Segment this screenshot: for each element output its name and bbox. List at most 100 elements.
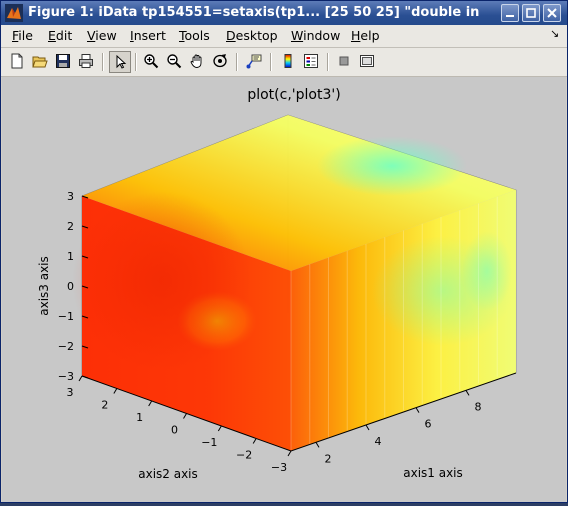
x-tick-mark	[315, 442, 320, 448]
menu-tools[interactable]: Tools	[179, 28, 210, 43]
x-tick-mark	[415, 407, 420, 413]
z-axis-label: axis3 axis	[37, 256, 51, 316]
x-tick-label: 4	[375, 435, 382, 448]
title-bar[interactable]: Figure 1: iData tp154551=setaxis(tp1... …	[1, 1, 567, 25]
y-tick-label: 2	[101, 399, 108, 412]
figure-toolbar	[1, 48, 567, 77]
maximize-button[interactable]	[522, 4, 540, 22]
zoom-out-icon	[167, 54, 182, 69]
maximize-icon	[526, 8, 536, 18]
menu-edit[interactable]: Edit	[48, 28, 73, 43]
z-tick-mark	[81, 315, 89, 319]
volume-scatter	[72, 115, 516, 451]
insert-colorbar-button[interactable]	[278, 51, 300, 73]
toolbar-separator	[327, 53, 329, 71]
open-file-button[interactable]	[30, 51, 52, 73]
y-tick-label: 0	[171, 424, 178, 437]
menu-window[interactable]: Window	[291, 28, 341, 43]
floppy-disk-icon	[56, 54, 70, 68]
plot-axes[interactable]: 3 2 1 0 −1 −2 −3 3 2 1 0 −1 −2 −3 2 4 6 8 plot(c,'plot3…	[2, 77, 566, 502]
zoom-in-icon	[144, 54, 159, 69]
close-button[interactable]	[543, 4, 561, 22]
menu-file[interactable]: File	[12, 28, 33, 43]
z-tick-label: −3	[58, 370, 74, 383]
close-icon	[547, 8, 557, 18]
z-tick-mark	[81, 285, 89, 289]
toolbar-separator	[135, 53, 137, 71]
y-tick-label: 3	[67, 386, 74, 399]
y-tick-mark	[287, 450, 292, 457]
hide-plot-tools-button[interactable]	[334, 51, 356, 73]
show-plot-tools-icon	[360, 55, 374, 67]
print-figure-button[interactable]	[76, 51, 98, 73]
z-tick-mark	[81, 375, 89, 379]
z-tick-mark	[81, 345, 89, 349]
x-tick-label: 2	[325, 452, 332, 465]
y-tick-label: −1	[201, 436, 217, 449]
z-tick-label: −2	[58, 340, 74, 353]
y-tick-mark	[78, 375, 83, 382]
z-tick-label: 1	[67, 250, 74, 263]
rotate-3d-icon	[213, 54, 227, 68]
printer-icon	[79, 54, 93, 68]
z-tick-mark	[81, 225, 89, 229]
pan-button[interactable]	[187, 51, 209, 73]
rotate-3d-button[interactable]	[210, 51, 232, 73]
y-tick-label: 1	[136, 411, 143, 424]
x-axis-ticks: 2 4 6 8	[315, 390, 482, 465]
y-tick-mark	[113, 388, 118, 394]
hide-plot-tools-icon	[339, 56, 349, 66]
x-tick-label: 6	[425, 418, 432, 431]
legend-icon	[304, 54, 318, 68]
hand-pan-icon	[190, 54, 202, 68]
show-plot-tools-button[interactable]	[357, 51, 379, 73]
save-figure-button[interactable]	[53, 51, 75, 73]
y-tick-mark	[183, 413, 187, 419]
figure-canvas[interactable]: 3 2 1 0 −1 −2 −3 3 2 1 0 −1 −2 −3 2 4 6 8 plot(c,'plot3…	[2, 77, 566, 502]
x-axis-label: axis1 axis	[403, 466, 463, 480]
y-axis-label: axis2 axis	[138, 467, 198, 481]
z-tick-label: 2	[67, 220, 74, 233]
pointer-arrow-icon	[116, 54, 127, 69]
colorbar-icon	[284, 54, 292, 68]
zoom-in-button[interactable]	[141, 51, 163, 73]
matlab-logo-icon	[5, 4, 23, 22]
data-cursor-icon	[246, 54, 262, 69]
window-title: Figure 1: iData tp154551=setaxis(tp1... …	[28, 5, 480, 20]
z-tick-label: −1	[58, 310, 74, 323]
menu-view[interactable]: View	[87, 28, 117, 43]
x-tick-label: 8	[475, 400, 482, 413]
menu-desktop[interactable]: Desktop	[226, 28, 278, 43]
y-tick-label: −2	[236, 449, 252, 462]
dock-arrow-icon[interactable]: ↘	[550, 27, 560, 40]
edit-plot-button[interactable]	[109, 51, 131, 73]
minimize-icon	[506, 15, 514, 17]
new-figure-button[interactable]	[7, 51, 29, 73]
minimize-button[interactable]	[501, 4, 519, 22]
toolbar-separator	[270, 53, 272, 71]
plot-title: plot(c,'plot3')	[247, 87, 340, 103]
x-tick-mark	[365, 424, 370, 431]
toolbar-separator	[236, 53, 238, 71]
y-tick-mark	[148, 400, 153, 407]
z-tick-label: 3	[67, 190, 74, 203]
menu-help[interactable]: Help	[351, 28, 380, 43]
y-tick-mark	[252, 438, 257, 444]
new-document-icon	[11, 53, 23, 69]
y-tick-mark	[217, 425, 222, 432]
toolbar-separator	[102, 53, 104, 71]
z-axis-ticks: 3 2 1 0 −1 −2 −3	[58, 190, 89, 383]
z-tick-mark	[81, 255, 89, 259]
y-tick-label: −3	[271, 461, 287, 474]
y-axis-ticks: 3 2 1 0 −1 −2 −3	[67, 375, 292, 474]
data-cursor-button[interactable]	[244, 51, 266, 73]
menu-insert[interactable]: Insert	[130, 28, 166, 43]
menu-bar: File Edit View Insert Tools Desktop Wind…	[1, 25, 567, 48]
x-tick-mark	[465, 390, 470, 396]
z-tick-label: 0	[67, 280, 74, 293]
insert-legend-button[interactable]	[301, 51, 323, 73]
z-tick-mark	[81, 195, 89, 199]
folder-open-icon	[32, 56, 48, 68]
zoom-out-button[interactable]	[164, 51, 186, 73]
